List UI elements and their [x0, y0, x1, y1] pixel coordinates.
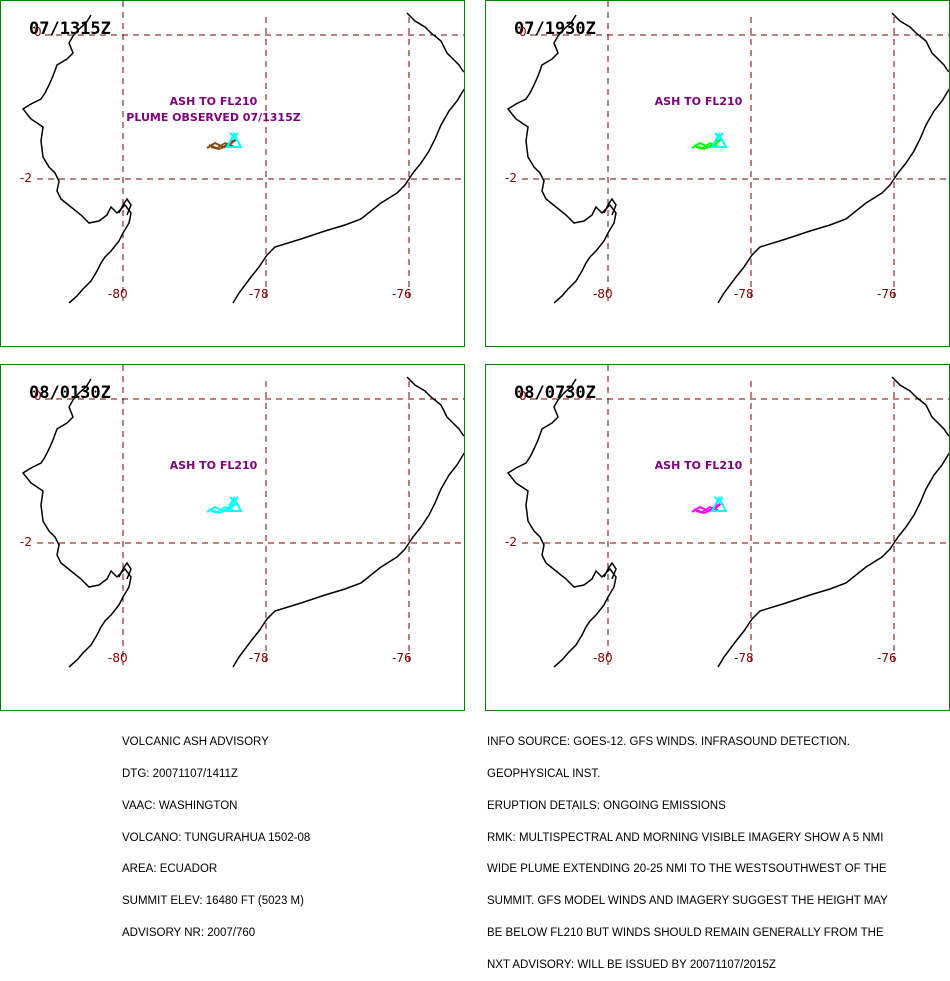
ash-height-label: ASH TO FL210: [654, 459, 743, 472]
border-east: [717, 452, 949, 668]
ash-height-label: ASH TO FL210: [169, 459, 258, 472]
lon-label-80: -80: [108, 287, 128, 301]
lat-label-minus2: -2: [20, 535, 32, 549]
panel-time: 07/1315Z: [29, 19, 111, 39]
advisory-line: WIDE PLUME EXTENDING 20-25 NMI TO THE WE…: [487, 863, 887, 876]
lat-label-minus2: -2: [20, 171, 32, 185]
panel-time: 07/1930Z: [514, 19, 596, 39]
ash-plume-outline: [206, 138, 238, 151]
lon-label-76: -76: [392, 651, 412, 665]
map-graphic: [21, 365, 464, 668]
ash-plume-outline: [691, 502, 723, 515]
advisory-line: VOLCANIC ASH ADVISORY: [122, 736, 269, 749]
lon-label-76: -76: [877, 651, 897, 665]
lat-label-0: 0: [34, 25, 42, 39]
lat-label-minus2: -2: [505, 535, 517, 549]
volcano-icon: [714, 132, 724, 142]
map-panel-4: 08/0730Z ASH TO FL210 0 -2 -80 -78 -76: [485, 364, 950, 711]
volcano-icon: [229, 496, 239, 506]
advisory-line: VAAC: WASHINGTON: [122, 799, 238, 812]
map-panel-1: 07/1315Z ASH TO FL210 PLUME OBSERVED 07/…: [0, 0, 465, 347]
advisory-line: ADVISORY NR: 2007/760: [122, 926, 256, 939]
map-graphic: [506, 365, 949, 668]
coastline-northeast: [891, 376, 949, 437]
coastline-island: [118, 561, 132, 580]
ash-plume-outline: [206, 502, 238, 515]
lat-label-0: 0: [519, 25, 527, 39]
border-east: [232, 452, 464, 668]
ash-height-label: ASH TO FL210: [169, 95, 258, 108]
map-graphic: [506, 1, 949, 304]
lat-label-0: 0: [519, 389, 527, 403]
advisory-line: RMK: MULTISPECTRAL AND MORNING VISIBLE I…: [487, 831, 884, 844]
coastline-island: [603, 197, 617, 216]
coastline-northeast: [406, 12, 464, 73]
advisory-line: INFO SOURCE: GOES-12. GFS WINDS. INFRASO…: [487, 736, 850, 749]
lon-label-76: -76: [877, 287, 897, 301]
map-panel-3: 08/0130Z ASH TO FL210 0 -2 -80 -78 -76: [0, 364, 465, 711]
coastline-island: [603, 561, 617, 580]
lon-label-78: -78: [734, 287, 754, 301]
advisory-line: VOLCANO: TUNGURAHUA 1502-08: [122, 831, 311, 844]
coastline-west: [21, 14, 132, 304]
map-graphic: [21, 1, 464, 304]
advisory-line: NXT ADVISORY: WILL BE ISSUED BY 20071107…: [487, 958, 776, 971]
advisory-line: SUMMIT ELEV: 16480 FT (5023 M): [122, 895, 304, 908]
coastline-northeast: [891, 12, 949, 73]
border-east: [232, 88, 464, 304]
border-east: [717, 88, 949, 304]
lon-label-78: -78: [249, 651, 269, 665]
ash-height-label: ASH TO FL210: [654, 95, 743, 108]
coastline-northeast: [406, 376, 464, 437]
advisory-line: ERUPTION DETAILS: ONGOING EMISSIONS: [487, 799, 726, 812]
advisory-header-text: VOLCANIC ASH ADVISORY DTG: 20071107/1411…: [122, 716, 310, 949]
advisory-line: BE BELOW FL210 BUT WINDS SHOULD REMAIN G…: [487, 926, 884, 939]
advisory-line: GEOPHYSICAL INST.: [487, 767, 601, 780]
plume-observed-label: PLUME OBSERVED 07/1315Z: [126, 111, 301, 124]
panel-time: 08/0730Z: [514, 383, 596, 403]
lon-label-80: -80: [593, 651, 613, 665]
coastline-west: [506, 14, 617, 304]
lon-label-78: -78: [734, 651, 754, 665]
advisory-line: SUMMIT. GFS MODEL WINDS AND IMAGERY SUGG…: [487, 895, 888, 908]
panel-time: 08/0130Z: [29, 383, 111, 403]
coastline-west: [506, 378, 617, 668]
lon-label-80: -80: [108, 651, 128, 665]
map-panel-2: 07/1930Z ASH TO FL210 0 -2 -80 -78 -76: [485, 0, 950, 347]
volcano-icon: [229, 132, 239, 142]
lat-label-minus2: -2: [505, 171, 517, 185]
coastline-island: [118, 197, 132, 216]
ash-plume-outline: [691, 138, 723, 151]
lon-label-80: -80: [593, 287, 613, 301]
volcano-icon: [714, 496, 724, 506]
advisory-line: DTG: 20071107/1411Z: [122, 767, 238, 780]
lon-label-78: -78: [249, 287, 269, 301]
coastline-west: [21, 378, 132, 668]
advisory-details-text: INFO SOURCE: GOES-12. GFS WINDS. INFRASO…: [487, 716, 888, 981]
lat-label-0: 0: [34, 389, 42, 403]
lon-label-76: -76: [392, 287, 412, 301]
advisory-line: AREA: ECUADOR: [122, 863, 218, 876]
